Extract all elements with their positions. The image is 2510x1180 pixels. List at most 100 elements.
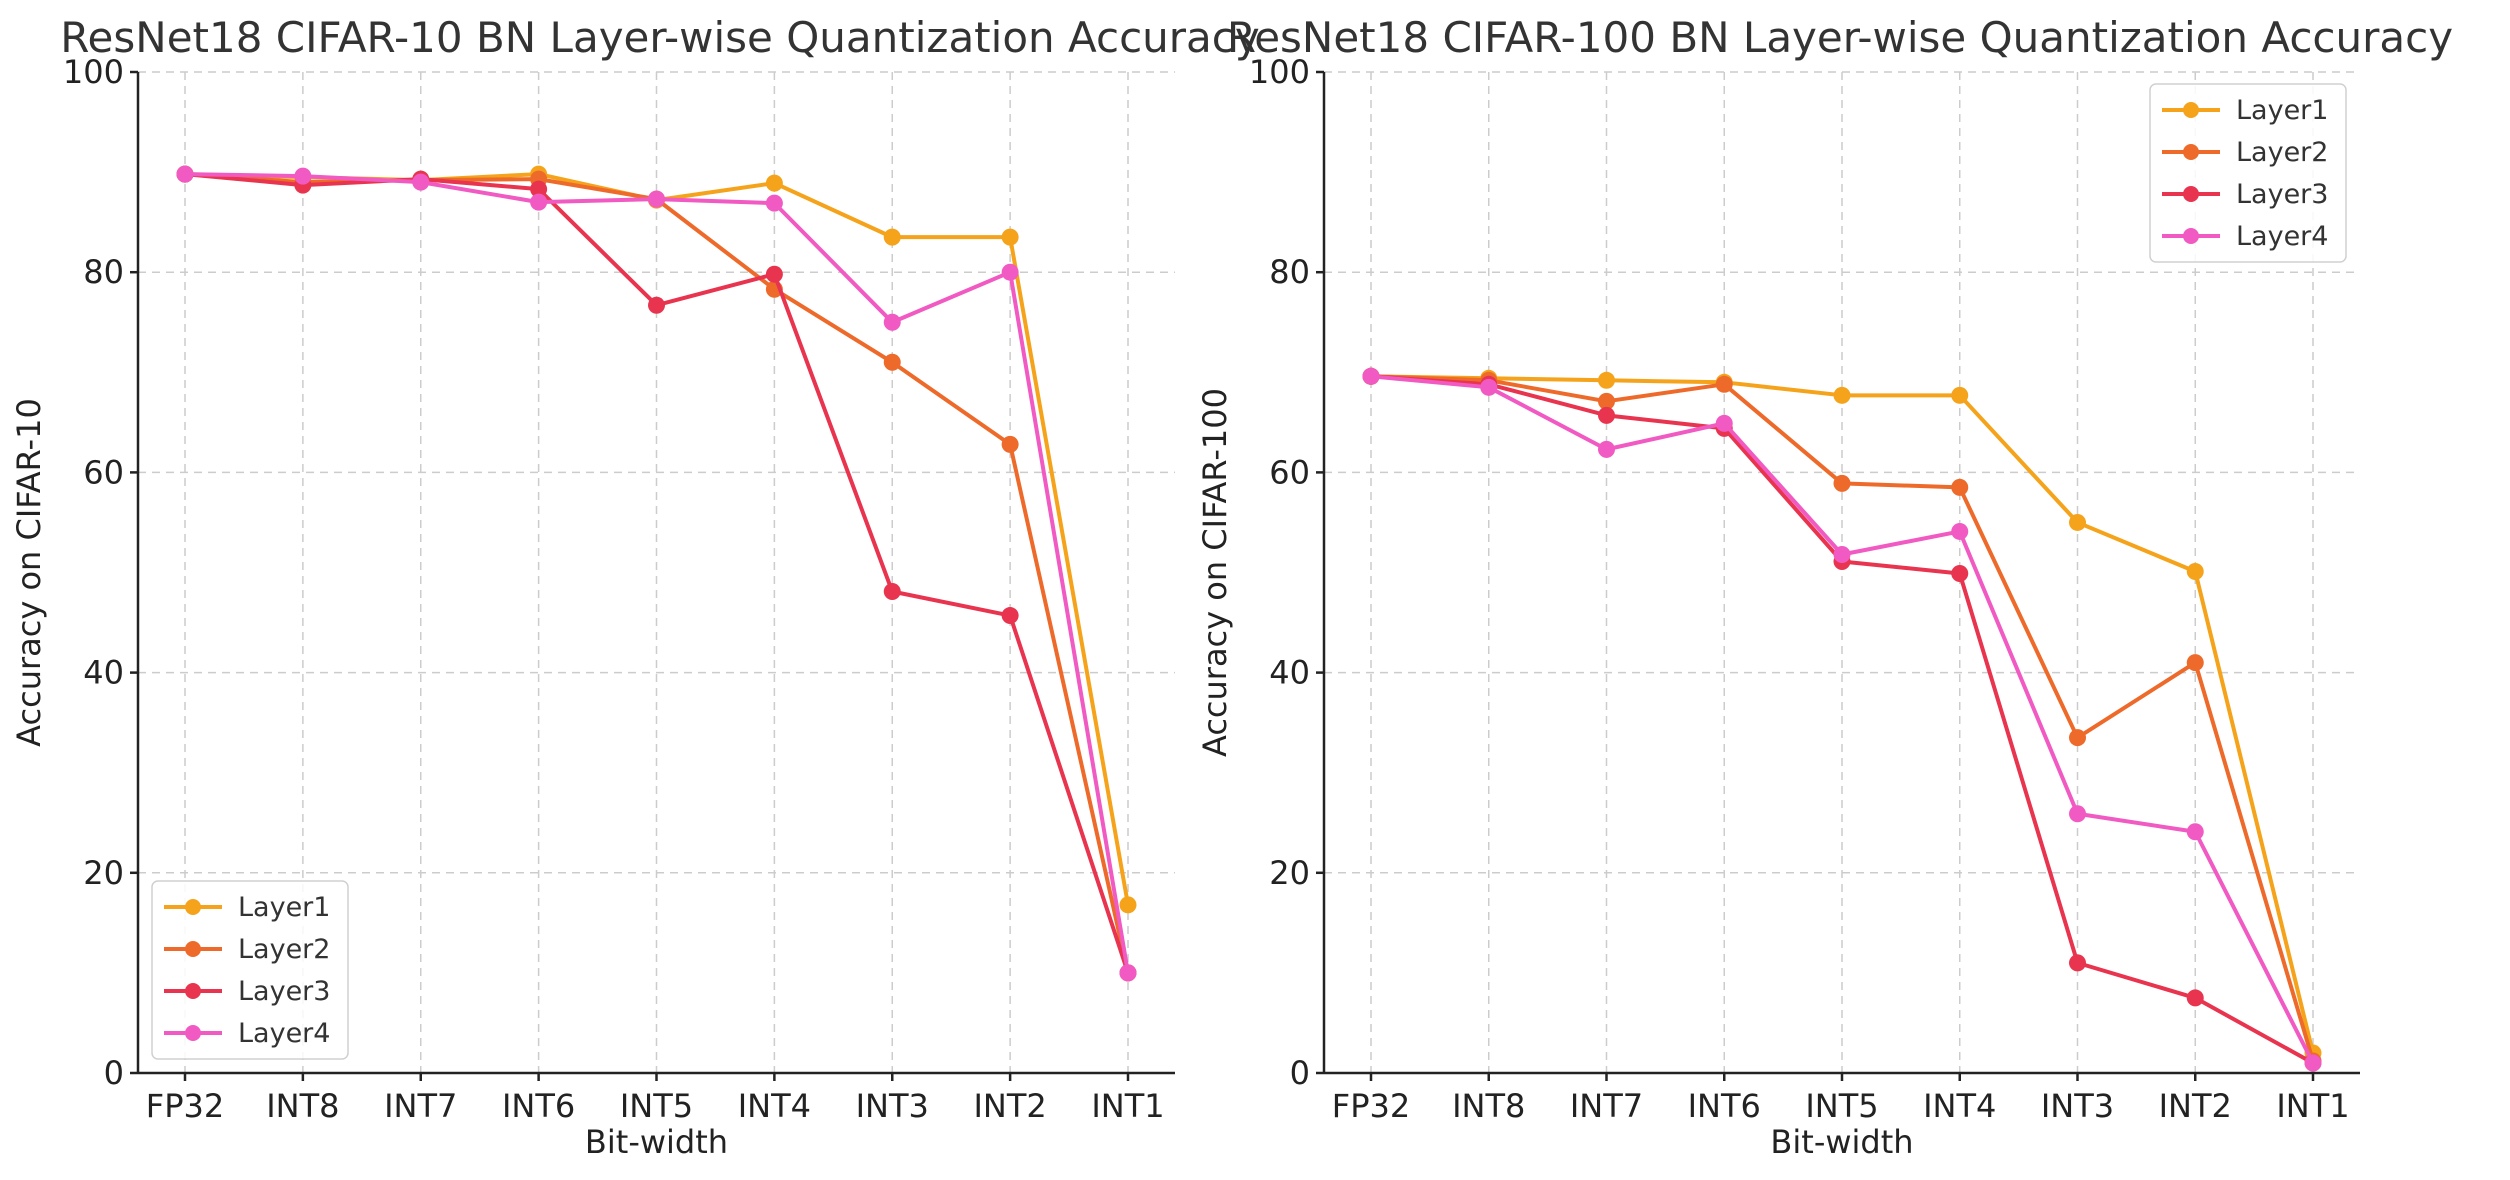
x-tick-label: INT3: [2041, 1087, 2114, 1125]
data-point-layer1: [1001, 228, 1019, 246]
data-point-layer1: [2186, 562, 2204, 580]
y-tick-label: 0: [104, 1054, 124, 1092]
data-point-layer2: [1715, 375, 1733, 393]
chart-title: ResNet18 CIFAR-10 BN Layer-wise Quantiza…: [60, 13, 1259, 62]
legend-label: Layer3: [2236, 179, 2328, 210]
data-point-layer4: [530, 193, 548, 211]
data-point-layer4: [2069, 805, 2086, 823]
legend-box: [2149, 83, 2347, 263]
legend-swatch-marker: [2183, 186, 2199, 202]
data-point-layer3: [530, 180, 548, 198]
legend-swatch-marker: [185, 1025, 201, 1041]
data-point-layer4: [1001, 263, 1019, 281]
data-point-layer3: [765, 265, 783, 283]
y-tick-label: 0: [1290, 1054, 1310, 1092]
y-tick-label: 60: [1269, 453, 1310, 491]
data-point-layer3: [2069, 954, 2086, 972]
data-point-layer4: [176, 165, 194, 183]
x-tick-label: INT8: [1452, 1087, 1525, 1125]
legend-swatch-marker: [185, 983, 201, 999]
data-point-layer4: [412, 173, 430, 191]
data-point-layer1: [1951, 386, 1969, 404]
data-point-layer4: [648, 190, 665, 208]
x-axis-label: Bit-width: [1770, 1123, 1913, 1161]
legend-label: Layer4: [2236, 221, 2328, 252]
legend-label: Layer1: [238, 892, 330, 923]
legend-swatch-marker: [2183, 102, 2199, 118]
x-tick-label: INT6: [1688, 1087, 1761, 1125]
x-tick-label: INT7: [384, 1087, 457, 1125]
chart-2: 0 20 40 60 80 100 FP32 INT8 INT7 INT6 INT5 INT4 INT3…: [1196, 13, 2453, 1161]
x-tick-label: INT4: [738, 1087, 811, 1125]
data-point-layer3: [1598, 406, 1615, 424]
y-axis-label: Accuracy on CIFAR-100: [1196, 388, 1234, 757]
x-tick-label: INT6: [502, 1087, 575, 1125]
legend-swatch-marker: [2183, 228, 2199, 244]
data-point-layer4: [1951, 522, 1969, 540]
y-tick-label: 40: [83, 654, 124, 692]
series-line-layer3: [184, 172, 1130, 974]
x-tick-label: INT3: [856, 1087, 929, 1125]
data-point-layer3: [1001, 607, 1019, 625]
data-point-layer3: [1951, 565, 1969, 583]
data-point-layer1: [883, 228, 901, 246]
x-tick-label: INT1: [2276, 1087, 2349, 1125]
y-tick-label: 60: [83, 453, 124, 491]
data-point-layer4: [883, 313, 901, 331]
data-point-layer1: [1598, 371, 1615, 389]
data-point-layer4: [2186, 823, 2204, 841]
legend-box: [151, 880, 349, 1060]
data-point-layer1: [765, 174, 783, 192]
x-tick-label: FP32: [146, 1087, 224, 1125]
y-tick-label: 20: [1269, 854, 1310, 892]
x-tick-label: FP32: [1332, 1087, 1410, 1125]
series-line-layer4: [184, 172, 1130, 974]
data-point-layer2: [1951, 478, 1969, 496]
legend-swatch-marker: [185, 941, 201, 957]
data-point-layer3: [648, 296, 665, 314]
x-tick-label: INT4: [1923, 1087, 1996, 1125]
x-tick-label: INT5: [1805, 1087, 1878, 1125]
data-point-layer4: [1119, 964, 1137, 982]
x-tick-label: INT7: [1570, 1087, 1643, 1125]
data-point-layer4: [1715, 414, 1733, 432]
data-point-layer4: [2304, 1054, 2322, 1072]
legend-label: Layer2: [238, 934, 330, 965]
chart-title: ResNet18 CIFAR-100 BN Layer-wise Quantiz…: [1227, 13, 2453, 62]
y-tick-label: 100: [1249, 53, 1310, 91]
legend-label: Layer3: [238, 976, 330, 1007]
data-point-layer2: [2186, 654, 2204, 672]
legend-label: Layer4: [238, 1018, 330, 1049]
data-point-layer4: [1362, 367, 1380, 385]
data-point-layer4: [1598, 440, 1615, 458]
y-tick-label: 20: [83, 854, 124, 892]
data-point-layer2: [1833, 474, 1851, 492]
data-point-layer3: [883, 583, 901, 601]
legend-swatch-marker: [185, 899, 201, 915]
x-tick-label: INT2: [2159, 1087, 2232, 1125]
x-tick-label: INT2: [973, 1087, 1046, 1125]
series-line-layer2: [184, 172, 1130, 974]
data-point-layer2: [1598, 392, 1615, 410]
x-tick-label: INT1: [1091, 1087, 1164, 1125]
data-point-layer1: [1119, 896, 1137, 914]
legend-label: Layer1: [2236, 95, 2328, 126]
legend-label: Layer2: [2236, 137, 2328, 168]
chart-1: 0 20 40 60 80 100 FP32 INT8 INT7 INT6 INT5 INT4 INT3…: [10, 13, 1260, 1161]
data-point-layer1: [2069, 513, 2086, 531]
data-point-layer3: [2186, 989, 2204, 1007]
y-axis-label: Accuracy on CIFAR-10: [10, 398, 48, 747]
data-point-layer4: [765, 194, 783, 212]
data-point-layer2: [1001, 435, 1019, 453]
data-point-layer4: [294, 167, 312, 185]
legend-swatch-marker: [2183, 144, 2199, 160]
data-point-layer4: [1480, 378, 1498, 396]
data-point-layer2: [883, 353, 901, 371]
y-tick-label: 100: [63, 53, 124, 91]
data-point-layer1: [1833, 386, 1851, 404]
y-tick-label: 80: [83, 253, 124, 291]
data-point-layer4: [1833, 545, 1851, 563]
x-axis-label: Bit-width: [585, 1123, 728, 1161]
y-tick-label: 40: [1269, 654, 1310, 692]
